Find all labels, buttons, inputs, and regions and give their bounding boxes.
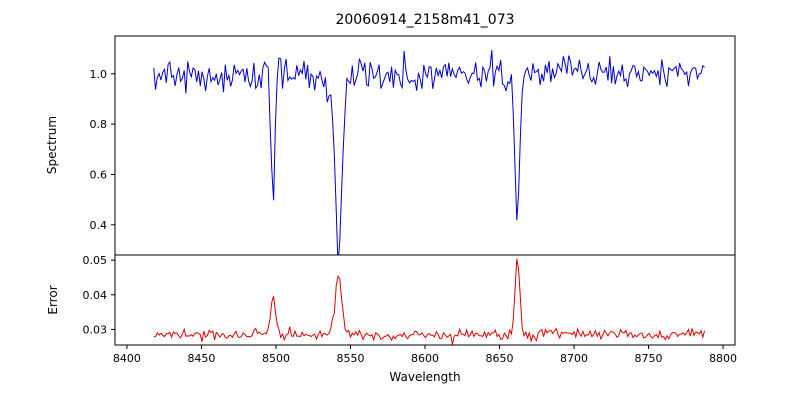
error-line — [153, 258, 706, 345]
tick-label: 0.04 — [83, 289, 108, 302]
tick-label: 8650 — [486, 352, 514, 365]
axis-ticks: 8400 8450 8500 8550 8600 8650 8700 8750 8800 0.4 0… — [83, 68, 738, 365]
tick-label: 1.0 — [90, 68, 108, 81]
tick-label: 8600 — [411, 352, 439, 365]
tick-label: 8750 — [635, 352, 663, 365]
chart-title: 20060914_2158m41_073 — [335, 12, 515, 28]
tick-label: 8700 — [560, 352, 588, 365]
tick-label: 8500 — [262, 352, 290, 365]
tick-label: 0.03 — [83, 323, 108, 336]
tick-label: 0.4 — [90, 219, 108, 232]
tick-label: 8450 — [187, 352, 215, 365]
axes-bottom-frame — [114, 254, 736, 346]
tick-label: 0.8 — [90, 118, 108, 131]
x-axis-label: Wavelength — [389, 370, 461, 384]
tick-label: 0.05 — [83, 254, 108, 267]
tick-label: 8550 — [336, 352, 364, 365]
spectrum-line — [153, 50, 705, 255]
tick-label: 8800 — [709, 352, 737, 365]
tick-label: 8400 — [113, 352, 141, 365]
tick-label: 0.6 — [90, 168, 108, 181]
